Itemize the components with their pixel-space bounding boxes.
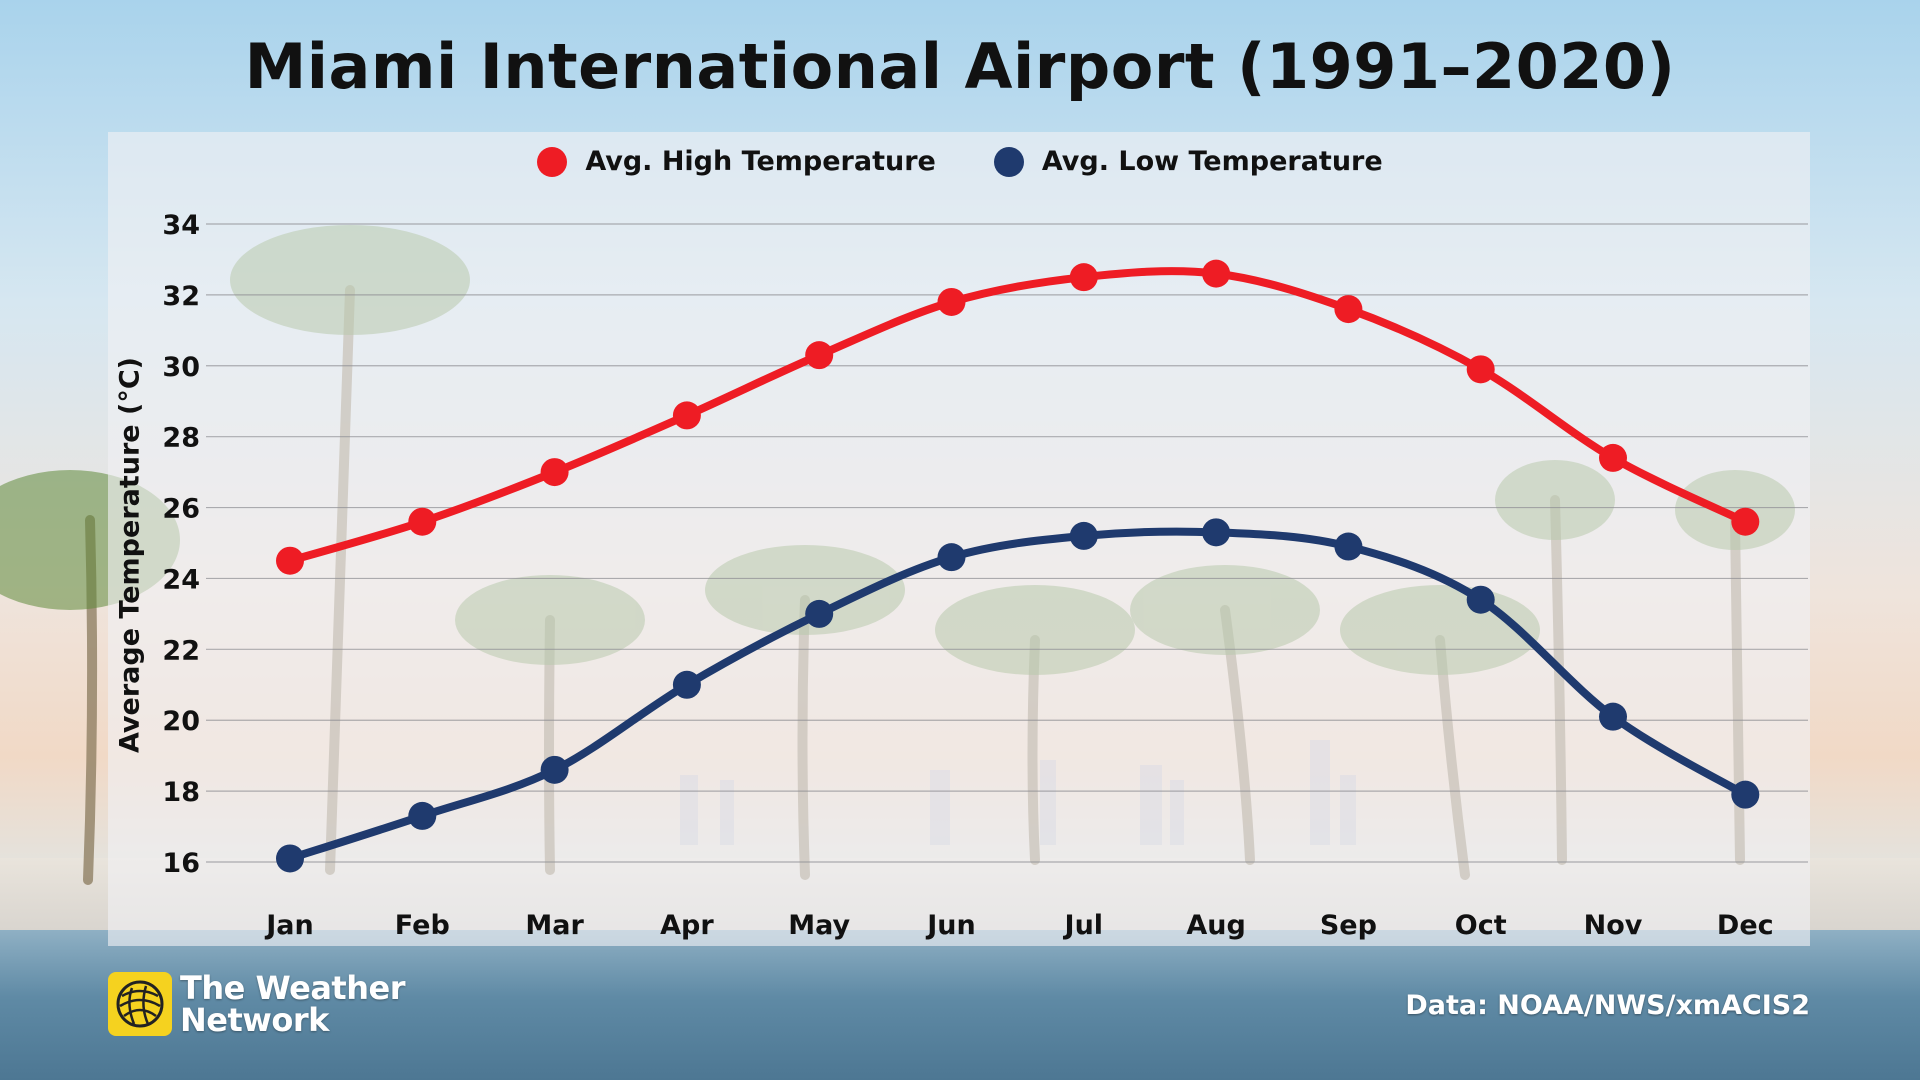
point-low-apr <box>672 670 701 699</box>
y-tick-label-28: 28 <box>162 423 200 454</box>
x-tick-label-aug: Aug <box>1186 910 1245 941</box>
y-tick-label-20: 20 <box>162 706 200 737</box>
x-tick-label-dec: Dec <box>1717 910 1774 941</box>
x-tick-label-sep: Sep <box>1320 910 1377 941</box>
legend-marker-low <box>993 146 1024 177</box>
x-tick-label-jun: Jun <box>925 910 976 941</box>
point-high-mar <box>540 458 569 487</box>
y-tick-label-32: 32 <box>162 281 200 312</box>
legend-label-high: Avg. High Temperature <box>585 146 936 177</box>
point-low-jan <box>276 844 304 873</box>
point-high-jun <box>937 287 966 316</box>
point-high-apr <box>672 401 701 430</box>
point-low-mar <box>540 755 569 784</box>
y-tick-label-26: 26 <box>162 494 200 525</box>
point-high-jan <box>276 546 304 575</box>
series-line-high <box>286 267 1750 565</box>
data-source: Data: NOAA/NWS/xmACIS2 <box>1405 990 1810 1021</box>
background-water <box>0 930 1920 1080</box>
legend-label-low: Avg. Low Temperature <box>1041 146 1383 177</box>
y-tick-label-18: 18 <box>162 777 200 808</box>
chart-title: Miami International Airport (1991–2020) <box>244 30 1676 103</box>
point-high-may <box>805 341 834 370</box>
series-line-low <box>286 527 1750 863</box>
legend-item-low: Avg. Low Temperature <box>993 146 1383 177</box>
point-low-sep <box>1334 532 1363 561</box>
x-tick-label-mar: Mar <box>525 910 584 941</box>
point-low-dec <box>1731 780 1760 809</box>
y-tick-label-16: 16 <box>162 848 200 879</box>
y-tick-label-22: 22 <box>162 635 200 666</box>
y-tick-label-34: 34 <box>162 210 200 241</box>
x-tick-label-apr: Apr <box>660 910 714 941</box>
point-low-jul <box>1069 521 1098 550</box>
point-low-may <box>805 599 834 628</box>
legend-item-high: Avg. High Temperature <box>537 146 936 177</box>
point-high-oct <box>1466 355 1495 384</box>
globe-icon <box>108 972 172 1036</box>
point-high-dec <box>1731 507 1760 536</box>
y-tick-label-24: 24 <box>162 564 200 595</box>
point-low-oct <box>1466 585 1495 614</box>
chart-panel <box>108 132 1810 946</box>
brand-name-line2: Network <box>180 1001 329 1039</box>
x-tick-label-oct: Oct <box>1455 910 1507 941</box>
point-high-feb <box>408 507 437 536</box>
x-tick-label-jan: Jan <box>264 910 314 941</box>
chart-legend: Avg. High Temperature Avg. Low Temperatu… <box>0 146 1920 177</box>
point-high-nov <box>1599 443 1627 472</box>
x-tick-label-feb: Feb <box>395 910 450 941</box>
point-low-aug <box>1202 518 1231 547</box>
point-low-jun <box>937 543 966 572</box>
x-tick-label-nov: Nov <box>1584 910 1643 941</box>
point-low-feb <box>408 801 437 830</box>
legend-marker-high <box>537 146 568 177</box>
x-tick-label-jul: Jul <box>1063 910 1104 941</box>
point-high-aug <box>1202 259 1231 288</box>
brand-name-line1: The Weather <box>180 969 405 1007</box>
x-tick-label-may: May <box>788 910 850 941</box>
point-high-jul <box>1069 263 1098 292</box>
brand-logo: The Weather Network <box>108 972 410 1036</box>
point-low-nov <box>1599 702 1627 731</box>
point-high-sep <box>1334 295 1363 324</box>
y-tick-label-30: 30 <box>162 352 200 383</box>
brand-name: The Weather Network <box>180 972 410 1036</box>
